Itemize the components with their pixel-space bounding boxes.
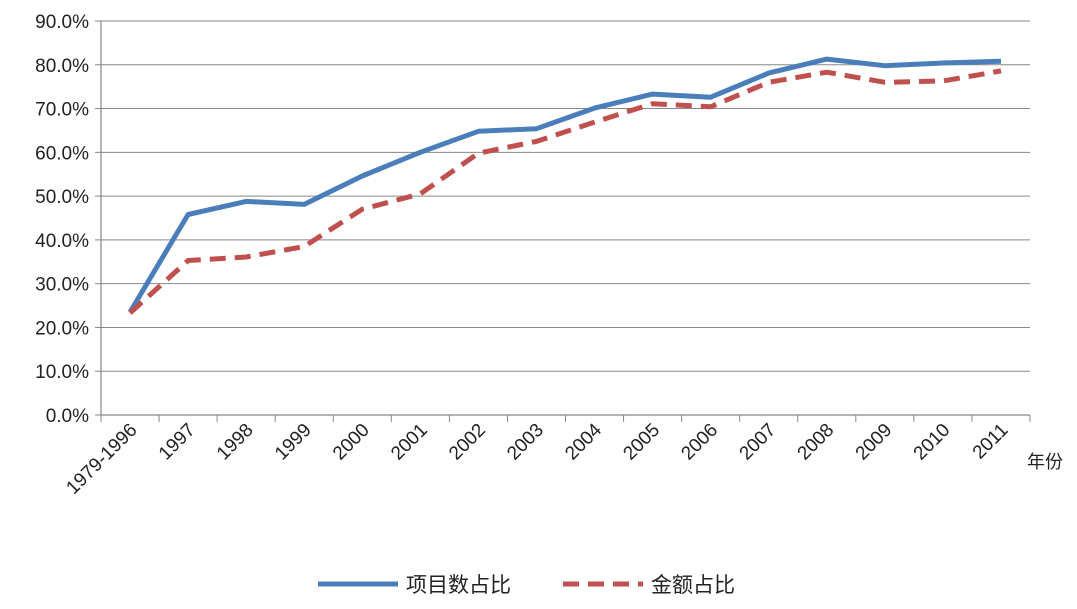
x-tick-label: 2011 (969, 420, 1013, 464)
y-tick-label: 30.0% (35, 275, 89, 296)
y-tick-label: 40.0% (35, 231, 89, 252)
legend-label-2: 金额占比 (651, 574, 735, 597)
legend: 项目数占比 金额占比 (318, 574, 735, 597)
x-tick-label: 1998 (213, 420, 258, 465)
y-tick-label: 90.0% (35, 12, 89, 33)
axes (95, 20, 1031, 422)
x-tick-label: 2003 (503, 420, 548, 465)
x-tick-label: 2004 (561, 419, 606, 464)
grid-lines (101, 20, 1030, 372)
y-tick-label: 60.0% (35, 143, 89, 164)
legend-label-1: 项目数占比 (406, 574, 511, 597)
x-tick-label: 2006 (677, 420, 722, 465)
x-tick-label: 1999 (271, 420, 316, 465)
series-lines (127, 56, 1002, 315)
x-tick-label: 2000 (329, 420, 374, 465)
x-tick-label: 1997 (155, 420, 200, 465)
y-tick-label: 50.0% (35, 187, 89, 208)
series-line-1 (127, 56, 1002, 314)
y-tick-label: 10.0% (35, 362, 89, 383)
x-tick-label: 1979-1996 (62, 420, 141, 499)
x-tick-label: 2009 (852, 420, 897, 465)
y-tick-label: 70.0% (35, 100, 89, 121)
x-tick-label: 2008 (794, 420, 839, 465)
series-line-2 (128, 68, 1002, 315)
y-tick-label: 80.0% (35, 56, 89, 77)
x-axis-title: 年份 (1027, 452, 1063, 472)
x-tick-label: 2005 (619, 420, 664, 465)
x-tick-label: 2002 (445, 420, 490, 465)
x-tick-label: 2001 (387, 420, 432, 465)
y-tick-label: 20.0% (35, 318, 89, 339)
y-tick-label: 0.0% (46, 406, 89, 427)
x-tick-label: 2007 (736, 420, 781, 465)
x-tick-label: 2010 (910, 420, 955, 465)
axis-labels: 0.0% 10.0% 20.0% 30.0% 40.0% 50.0% 60.0% 70.0% 8… (35, 12, 1012, 499)
